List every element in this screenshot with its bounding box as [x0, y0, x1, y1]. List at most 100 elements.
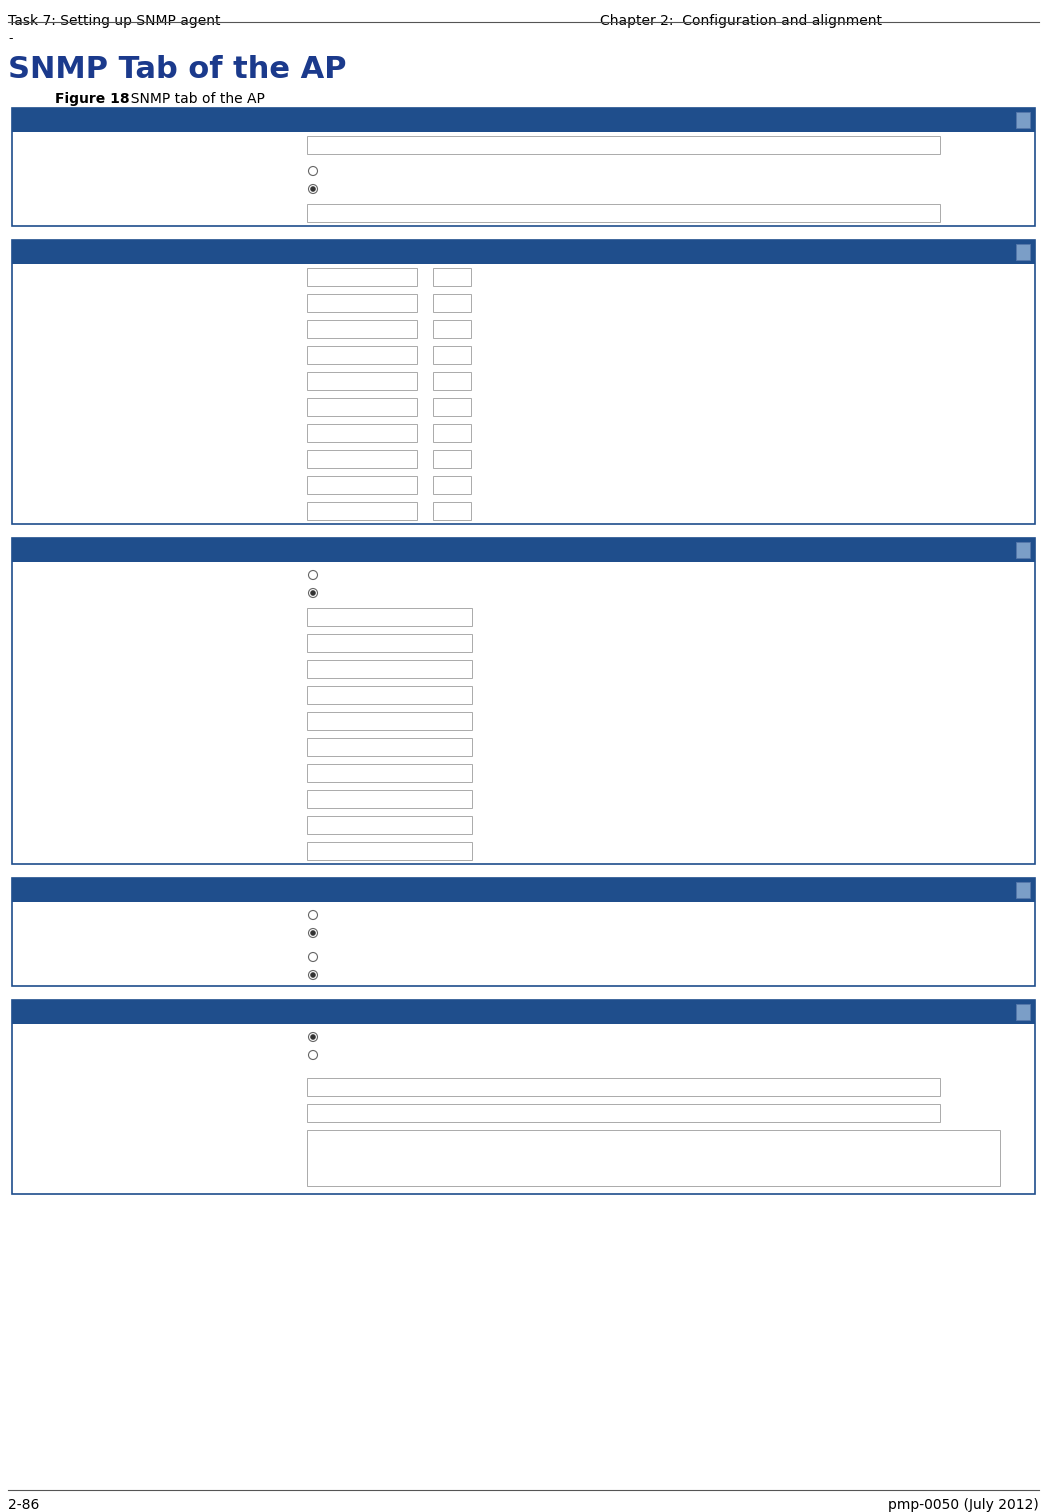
Text: Trap Address 5 :: Trap Address 5 :	[20, 717, 120, 729]
Bar	[307, 842, 472, 860]
Bar	[433, 398, 471, 416]
Bar	[307, 816, 472, 835]
Circle shape	[309, 928, 317, 937]
Text: /: /	[422, 346, 426, 360]
Bar	[307, 502, 417, 520]
Text: Disabled: Disabled	[324, 1049, 378, 1063]
Text: Read Only: Read Only	[324, 166, 387, 178]
Text: 24: 24	[436, 373, 451, 386]
Text: 0.0.0.0: 0.0.0.0	[311, 844, 355, 856]
Bar	[307, 1129, 1000, 1185]
Text: SNMP Community String 1 Permissions :: SNMP Community String 1 Permissions :	[20, 174, 271, 187]
Bar	[12, 1101, 1035, 1126]
Bar	[12, 656, 1035, 682]
Text: 2.2.2.2: 2.2.2.2	[311, 295, 355, 308]
Text: Task 7: Setting up SNMP agent: Task 7: Setting up SNMP agent	[8, 14, 221, 29]
Text: Canopyro: Canopyro	[311, 206, 371, 218]
Text: /: /	[422, 321, 426, 334]
Bar	[12, 472, 1035, 497]
Bar	[307, 398, 417, 416]
Text: 0.0.0.0: 0.0.0.0	[311, 765, 355, 779]
Text: Trap Address 3 :: Trap Address 3 :	[20, 664, 120, 677]
Bar	[12, 682, 1035, 708]
Text: Trap Address 1 :: Trap Address 1 :	[20, 612, 120, 624]
Text: /: /	[422, 451, 426, 464]
Bar	[12, 1024, 1035, 1074]
Text: Trap Addresses: Trap Addresses	[19, 543, 114, 556]
Text: Sync Status :: Sync Status :	[20, 918, 103, 931]
Text: 24: 24	[436, 269, 451, 283]
Bar	[12, 1126, 1035, 1194]
Bar	[307, 686, 472, 705]
Bar	[433, 346, 471, 364]
Text: Disable DNS Domain Name: Disable DNS Domain Name	[324, 588, 494, 600]
Text: 0.0.0.0: 0.0.0.0	[311, 661, 355, 674]
Text: Site Contact :: Site Contact :	[20, 1108, 105, 1120]
Circle shape	[309, 971, 317, 980]
Text: Trap Enable: Trap Enable	[19, 883, 92, 897]
Text: SNMP Community String 1 :: SNMP Community String 1 :	[20, 141, 194, 153]
Text: 3.3.3.3: 3.3.3.3	[311, 321, 355, 334]
Text: 24: 24	[436, 451, 451, 464]
Bar	[12, 290, 1035, 316]
Bar	[12, 538, 1035, 863]
Bar	[307, 204, 940, 222]
Text: Accessing IP / Subnet Mask 7 :: Accessing IP / Subnet Mask 7 :	[20, 428, 210, 442]
Text: /: /	[422, 503, 426, 516]
Text: 24: 24	[436, 476, 451, 490]
Text: 24: 24	[436, 425, 451, 438]
Text: Canopy: Canopy	[311, 138, 358, 150]
Bar	[307, 661, 472, 677]
Text: -: -	[8, 32, 13, 45]
Text: Accessing IP / Subnet Mask 8 :: Accessing IP / Subnet Mask 8 :	[20, 454, 210, 467]
Circle shape	[309, 1051, 317, 1060]
Text: 24: 24	[436, 399, 451, 411]
Text: Trap Address 4 :: Trap Address 4 :	[20, 689, 120, 703]
Bar	[12, 367, 1035, 395]
Text: Trap Address 2 :: Trap Address 2 :	[20, 638, 120, 652]
Bar	[307, 136, 940, 154]
Text: Disabled: Disabled	[324, 928, 378, 940]
Text: Site Information Viewable to Guest: Site Information Viewable to Guest	[20, 1030, 239, 1042]
Text: 0.0.0.0: 0.0.0.0	[311, 714, 355, 726]
Bar	[433, 502, 471, 520]
Circle shape	[311, 972, 315, 977]
Bar	[433, 268, 471, 286]
Text: -: -	[1020, 544, 1025, 558]
Text: Enabled: Enabled	[324, 910, 374, 922]
Text: Accessing IP / Subnet Mask 9 :: Accessing IP / Subnet Mask 9 :	[20, 479, 210, 493]
Bar	[433, 372, 471, 390]
Bar	[307, 1104, 940, 1122]
Bar	[12, 708, 1035, 733]
Text: Enabled: Enabled	[324, 953, 374, 965]
Bar	[12, 446, 1035, 472]
Bar	[12, 497, 1035, 525]
Circle shape	[309, 588, 317, 597]
Text: pmp-0050 (July 2012): pmp-0050 (July 2012)	[888, 1498, 1039, 1512]
Bar	[307, 451, 417, 469]
Circle shape	[311, 930, 315, 936]
Bar	[12, 200, 1035, 225]
Text: Site Information: Site Information	[19, 1005, 119, 1018]
Text: 5.5.5.5: 5.5.5.5	[311, 373, 355, 386]
Bar	[307, 738, 472, 756]
Text: Accessing IP / Subnet Mask 2 :: Accessing IP / Subnet Mask 2 :	[20, 298, 210, 311]
Bar	[12, 603, 1035, 631]
Text: SNMP Trap Server DNS Usage :: SNMP Trap Server DNS Usage :	[20, 578, 214, 591]
Bar	[12, 733, 1035, 761]
Text: No  Site  Location: No Site Location	[312, 1134, 416, 1148]
Text: SNMPv2c Settings: SNMPv2c Settings	[19, 113, 132, 125]
Text: 0.0.0.0: 0.0.0.0	[311, 609, 355, 621]
Bar	[12, 240, 1035, 525]
Bar	[1016, 1004, 1030, 1021]
Text: 24: 24	[436, 346, 451, 360]
Bar	[12, 1074, 1035, 1101]
Bar	[12, 420, 1035, 446]
Text: Trap Address 10 :: Trap Address 10 :	[20, 847, 129, 859]
Bar	[307, 293, 417, 311]
Bar	[307, 764, 472, 782]
Bar	[12, 761, 1035, 786]
Text: 6.6.6.6: 6.6.6.6	[311, 399, 355, 411]
Text: /: /	[422, 373, 426, 386]
Bar	[433, 321, 471, 339]
